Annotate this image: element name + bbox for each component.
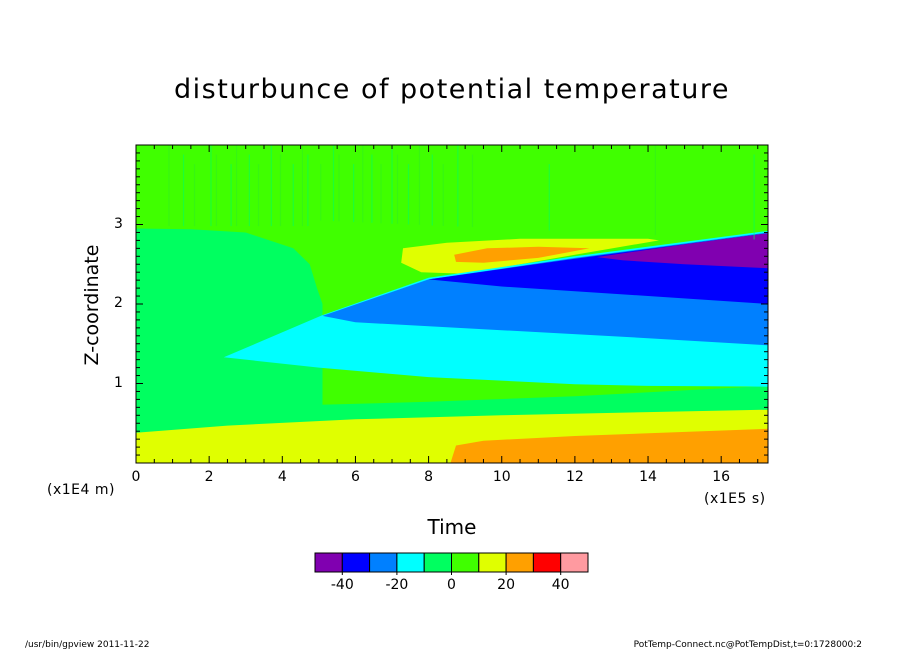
y-axis-units: (x1E4 m) — [47, 482, 115, 498]
y-tick-label: 2 — [114, 295, 123, 311]
x-tick-label: 4 — [277, 469, 287, 485]
colorbar-swatch — [560, 552, 589, 573]
colorbar-swatch — [314, 552, 343, 573]
y-tick-label: 1 — [114, 374, 123, 391]
x-axis-label: Time — [427, 515, 477, 539]
x-tick-label: 14 — [639, 469, 657, 485]
footer-source: PotTemp-Connect.nc@PotTempDist,t=0:17280… — [633, 640, 862, 650]
region-early-lower — [136, 228, 323, 463]
colorbar-swatch — [532, 552, 562, 573]
plot-axes — [135, 144, 769, 464]
x-tick-label: 2 — [204, 469, 214, 485]
x-tick-label: 6 — [350, 469, 360, 485]
x-tick-label: 0 — [131, 469, 141, 485]
footer-program: /usr/bin/gpview 2011-11-22 — [25, 640, 150, 650]
x-tick-label: 12 — [565, 469, 584, 485]
x-axis-units: (x1E5 s) — [704, 491, 766, 507]
chart-title: disturbunce of potential temperature — [174, 74, 730, 105]
colorbar-tick-label: 40 — [551, 577, 570, 593]
colorbar-swatch — [451, 552, 480, 573]
colorbar-swatch — [505, 552, 534, 573]
colorbar-tick-label: 20 — [497, 577, 516, 593]
contour-field — [136, 145, 768, 463]
y-tick-label: 3 — [114, 215, 123, 232]
colorbar-swatch — [369, 552, 398, 573]
x-tick-label: 16 — [712, 469, 731, 485]
region-inversion-warm-lens — [454, 246, 590, 263]
region-surface-warm-layer — [450, 428, 768, 463]
colorbar-tick-label: 0 — [447, 577, 456, 593]
colorbar-swatch — [423, 552, 453, 573]
colorbar-swatch — [396, 552, 425, 573]
colorbar — [314, 552, 589, 575]
x-tick-label: 8 — [424, 469, 434, 485]
colorbar-swatch — [341, 552, 371, 573]
colorbar-tick-label: -20 — [385, 577, 409, 593]
x-tick-label: 10 — [492, 469, 511, 485]
colorbar-tick-label: -40 — [330, 577, 354, 593]
colorbar-swatch — [478, 552, 507, 573]
y-axis-label: Z-coordinate — [81, 244, 103, 366]
region-cooling-band-4 — [596, 233, 768, 269]
